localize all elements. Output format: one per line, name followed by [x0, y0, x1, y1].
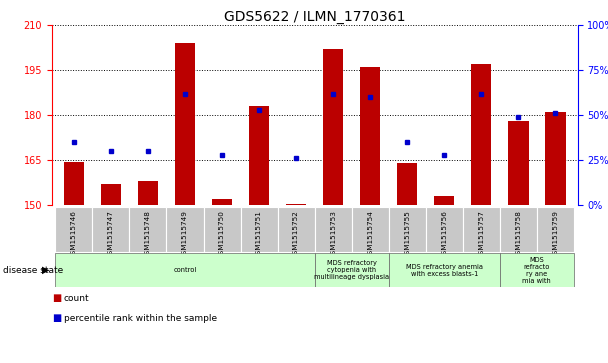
Text: GSM1515757: GSM1515757 — [478, 211, 485, 260]
Text: count: count — [64, 294, 89, 303]
Bar — [500, 253, 574, 287]
Bar — [92, 207, 130, 252]
Bar — [315, 253, 389, 287]
Bar — [55, 207, 92, 252]
Text: MDS refractory
cytopenia with
multilineage dysplasia: MDS refractory cytopenia with multilinea… — [314, 260, 389, 280]
Text: GSM1515753: GSM1515753 — [330, 211, 336, 260]
Bar — [138, 181, 158, 205]
Bar — [389, 207, 426, 252]
Bar — [315, 207, 351, 252]
Bar — [397, 163, 418, 205]
Bar — [212, 199, 232, 205]
Text: GSM1515749: GSM1515749 — [182, 211, 188, 260]
Text: ■: ■ — [52, 313, 61, 323]
Bar — [545, 112, 565, 205]
Text: GSM1515755: GSM1515755 — [404, 211, 410, 260]
Text: GSM1515748: GSM1515748 — [145, 211, 151, 260]
Bar — [389, 253, 500, 287]
Bar — [471, 64, 491, 205]
Bar — [167, 207, 204, 252]
Title: GDS5622 / ILMN_1770361: GDS5622 / ILMN_1770361 — [224, 11, 406, 24]
Bar — [360, 68, 381, 205]
Text: control: control — [173, 267, 196, 273]
Bar — [278, 207, 315, 252]
Bar — [434, 196, 454, 205]
Text: GSM1515754: GSM1515754 — [367, 211, 373, 260]
Bar — [249, 106, 269, 205]
Text: percentile rank within the sample: percentile rank within the sample — [64, 314, 217, 323]
Bar — [55, 253, 315, 287]
Text: GSM1515758: GSM1515758 — [516, 211, 521, 260]
Text: ■: ■ — [52, 293, 61, 303]
Bar — [241, 207, 278, 252]
Text: GSM1515751: GSM1515751 — [256, 211, 262, 260]
Bar — [508, 121, 528, 205]
Text: GSM1515756: GSM1515756 — [441, 211, 447, 260]
Bar — [537, 207, 574, 252]
Bar — [286, 204, 306, 205]
Text: GSM1515750: GSM1515750 — [219, 211, 225, 260]
Bar — [64, 162, 84, 205]
Bar — [204, 207, 241, 252]
Bar — [500, 207, 537, 252]
Text: GSM1515746: GSM1515746 — [71, 211, 77, 260]
Bar — [463, 207, 500, 252]
Bar — [351, 207, 389, 252]
Text: ▶: ▶ — [43, 265, 50, 275]
Bar — [323, 49, 344, 205]
Bar — [101, 184, 121, 205]
Bar — [130, 207, 167, 252]
Text: GSM1515747: GSM1515747 — [108, 211, 114, 260]
Bar — [175, 44, 195, 205]
Text: MDS refractory anemia
with excess blasts-1: MDS refractory anemia with excess blasts… — [406, 264, 483, 277]
Bar — [426, 207, 463, 252]
Text: GSM1515752: GSM1515752 — [293, 211, 299, 260]
Text: MDS
refracto
ry ane
mia with: MDS refracto ry ane mia with — [522, 257, 551, 284]
Text: GSM1515759: GSM1515759 — [553, 211, 558, 260]
Text: disease state: disease state — [3, 266, 63, 275]
